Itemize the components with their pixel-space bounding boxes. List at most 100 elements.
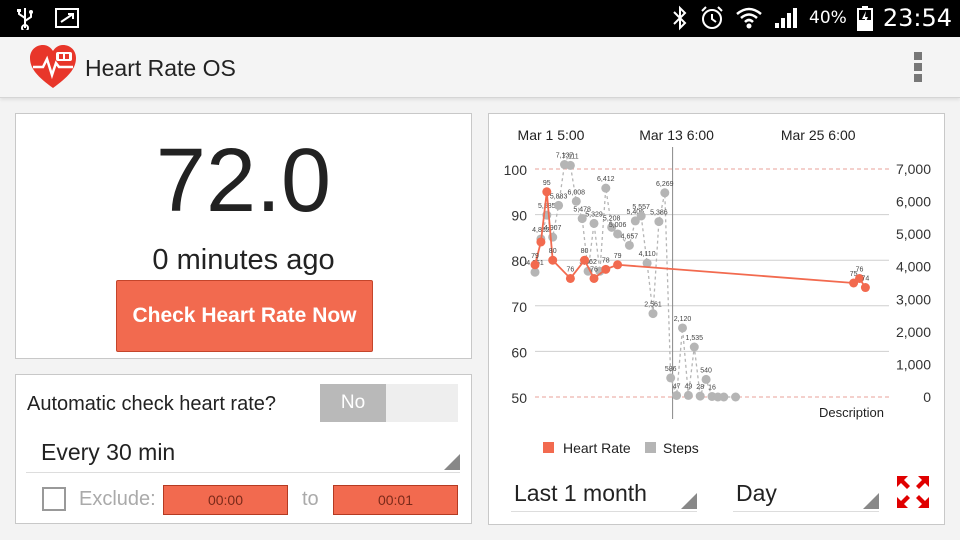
legend-steps-label: Steps	[663, 440, 699, 454]
steps-point	[683, 390, 693, 400]
steps-point	[589, 218, 599, 228]
status-bar: 40% 23:54	[0, 0, 960, 37]
heart-rate-point	[565, 273, 575, 283]
steps-data-label: 2,561	[644, 302, 662, 309]
heart-rate-point	[860, 283, 870, 293]
steps-point	[642, 258, 652, 268]
steps-data-label: 49	[685, 383, 693, 390]
steps-point	[654, 217, 664, 227]
steps-data-label: 28	[696, 384, 704, 391]
history-chart-panel: 100 90 80 70 60 50 7,000 6,000 5,000 4,000 3,000 2,…	[488, 113, 945, 525]
steps-data-label: 2,120	[674, 316, 692, 323]
battery-percent: 40%	[809, 8, 847, 28]
history-chart[interactable]: 100 90 80 70 60 50 7,000 6,000 5,000 4,000 3,000 2,…	[489, 114, 944, 454]
dropdown-triangle-icon	[444, 454, 460, 470]
left-tick-label: 60	[511, 344, 527, 360]
steps-data-label: 5,406	[627, 209, 645, 216]
steps-data-label: 540	[700, 367, 712, 374]
steps-point	[630, 216, 640, 226]
steps-point	[624, 240, 634, 250]
fullscreen-expand-icon[interactable]	[895, 474, 931, 510]
steps-data-label: 7,137	[556, 153, 574, 160]
steps-data-label: 16	[708, 384, 716, 391]
range-spinner[interactable]: Last 1 month	[511, 468, 697, 512]
steps-data-label: 5,208	[603, 215, 621, 222]
steps-point	[648, 309, 658, 319]
steps-point	[695, 391, 705, 401]
dropdown-triangle-icon	[863, 493, 879, 509]
left-tick-label: 100	[504, 162, 528, 178]
auto-check-panel: Automatic check heart rate? No Every 30 …	[15, 374, 472, 524]
heart-rate-data-label: 79	[614, 253, 622, 260]
right-tick-label: 2,000	[896, 324, 931, 340]
right-tick-label: 3,000	[896, 291, 931, 307]
steps-point	[554, 200, 564, 210]
toggle-knob: No	[320, 384, 386, 422]
auto-check-label: Automatic check heart rate?	[27, 393, 277, 415]
heart-rate-point	[542, 187, 552, 197]
battery-charging-icon	[856, 6, 873, 31]
steps-point	[613, 229, 623, 239]
steps-data-label: 5,006	[609, 222, 627, 229]
x-tick-label: Mar 25 6:00	[781, 127, 856, 143]
left-tick-label: 90	[511, 208, 527, 224]
heart-rate-data-label: 76	[590, 266, 598, 273]
steps-point	[565, 160, 575, 170]
steps-point	[701, 374, 711, 384]
steps-data-label: 5,478	[573, 207, 591, 214]
to-label: to	[302, 488, 319, 510]
x-tick-label: Mar 13 6:00	[639, 127, 714, 143]
unit-spinner[interactable]: Day	[733, 468, 879, 512]
right-tick-label: 5,000	[896, 226, 931, 242]
steps-point	[571, 196, 581, 206]
right-tick-label: 0	[923, 389, 931, 405]
last-measured-time: 0 minutes ago	[152, 244, 335, 276]
check-heart-rate-button[interactable]: Check Heart Rate Now	[116, 280, 373, 352]
steps-data-label: 1,535	[686, 335, 704, 342]
steps-data-label: 6,008	[568, 189, 586, 196]
left-tick-label: 70	[511, 299, 527, 315]
steps-point	[583, 266, 593, 276]
steps-data-label: 5,386	[650, 210, 668, 217]
chart-description: Description	[819, 405, 884, 420]
overflow-menu-icon[interactable]	[912, 52, 924, 84]
heart-rate-point	[601, 264, 611, 274]
heart-rate-point	[580, 255, 590, 265]
steps-point	[636, 211, 646, 221]
legend-heart-rate-label: Heart Rate	[563, 440, 631, 454]
right-tick-label: 6,000	[896, 194, 931, 210]
steps-data-label: 5,883	[550, 193, 568, 200]
heart-ecg-logo-icon	[30, 45, 76, 88]
steps-point	[666, 373, 676, 383]
heart-rate-point	[855, 273, 864, 283]
app-bar: Heart Rate OS	[0, 37, 960, 98]
heart-rate-value: 72.0	[155, 131, 332, 231]
steps-data-label: 5,585	[538, 203, 556, 210]
legend-heart-rate-swatch	[543, 442, 554, 453]
steps-point	[530, 267, 540, 277]
signal-icon	[775, 8, 798, 28]
heart-rate-data-label: 74	[862, 276, 870, 283]
exclude-to-time-button[interactable]: 00:01	[333, 485, 458, 515]
heart-rate-data-label: 80	[581, 248, 589, 255]
legend-steps-swatch	[645, 442, 656, 453]
unit-value: Day	[736, 480, 777, 506]
usb-icon	[17, 8, 33, 30]
interval-spinner[interactable]: Every 30 min	[26, 429, 460, 473]
heart-rate-data-label: 79	[531, 253, 539, 260]
steps-data-label: 4,852	[532, 227, 550, 234]
right-tick-label: 4,000	[896, 259, 931, 275]
heart-rate-point	[613, 260, 623, 270]
exclude-checkbox[interactable]	[42, 487, 66, 511]
right-tick-label: 1,000	[896, 356, 931, 372]
range-value: Last 1 month	[514, 480, 647, 506]
dropdown-triangle-icon	[681, 493, 697, 509]
steps-point	[678, 323, 687, 333]
heart-rate-data-label: 80	[549, 248, 557, 255]
steps-data-label: 5,557	[632, 204, 650, 211]
wifi-icon	[736, 7, 762, 29]
auto-check-toggle[interactable]: No	[320, 384, 458, 422]
exclude-label: Exclude:	[79, 488, 156, 510]
heart-rate-data-label: 76	[567, 266, 575, 273]
exclude-from-time-button[interactable]: 00:00	[163, 485, 288, 515]
